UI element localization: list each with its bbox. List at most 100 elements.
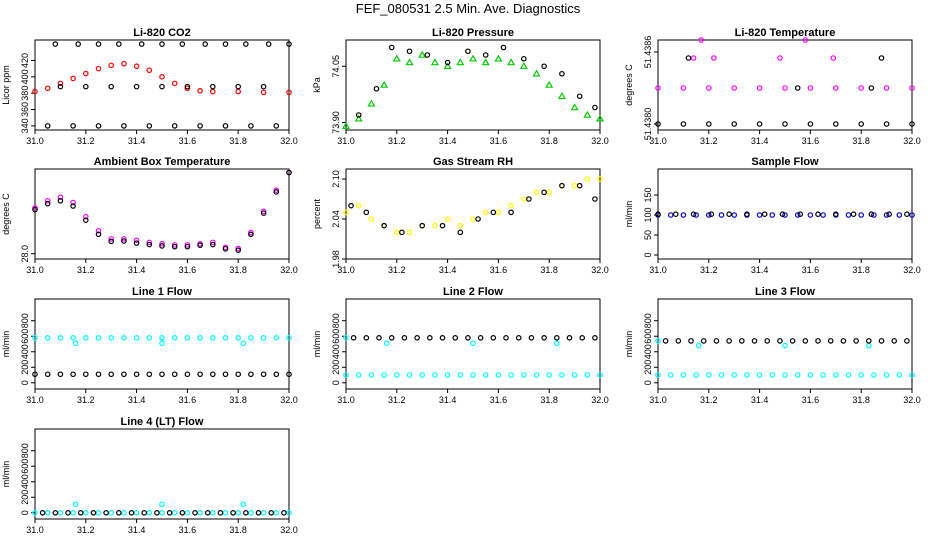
data-point	[265, 41, 272, 47]
data-point	[184, 334, 191, 341]
data-point	[260, 89, 267, 96]
data-point	[597, 372, 603, 378]
data-point	[286, 89, 292, 96]
data-point	[57, 509, 64, 516]
y-tick-label: 200	[20, 490, 30, 505]
y-tick-label: 0	[20, 380, 30, 385]
data-point	[179, 509, 186, 516]
data-point	[494, 54, 503, 62]
data-point	[235, 83, 242, 90]
data-point	[184, 83, 191, 90]
data-point	[341, 122, 351, 130]
data-point	[782, 342, 788, 349]
y-axis-label: Licor ppm	[1, 65, 11, 105]
data-point	[202, 41, 208, 47]
data-point	[583, 110, 592, 118]
data-point	[380, 80, 389, 88]
x-tick-label: 31.4	[128, 265, 146, 275]
data-point	[171, 123, 178, 129]
x-tick-label: 31.6	[490, 265, 508, 275]
data-point	[248, 371, 254, 378]
data-point	[883, 212, 890, 218]
data-point	[853, 338, 859, 344]
data-point	[896, 372, 903, 378]
data-point	[465, 334, 471, 341]
data-point	[769, 372, 776, 378]
x-tick-label: 32.0	[903, 265, 921, 275]
y-tick-label: 28.0	[20, 245, 30, 263]
data-series	[39, 509, 287, 516]
x-tick-label: 31.6	[179, 525, 197, 535]
y-tick-label: 51.4380	[643, 108, 653, 141]
data-point	[159, 340, 165, 347]
data-point	[204, 509, 211, 516]
data-point	[121, 509, 127, 516]
x-tick-label: 31.6	[179, 395, 197, 405]
chart-title: Gas Stream RH	[433, 156, 513, 168]
x-tick-label: 31.8	[852, 395, 870, 405]
data-point	[197, 242, 203, 249]
data-point	[731, 85, 738, 91]
data-point	[559, 372, 565, 378]
x-tick-label: 31.2	[700, 265, 718, 275]
x-tick-label: 31.2	[388, 265, 406, 275]
data-point	[159, 334, 165, 341]
data-point	[108, 371, 115, 378]
x-tick-label: 31.0	[649, 265, 667, 275]
data-point	[75, 41, 81, 47]
plot-frame	[34, 39, 290, 131]
data-series	[341, 50, 605, 130]
y-tick-label: 200	[331, 360, 341, 375]
chart-panel: Line 2 Flow ml/min 31.0 31.2 31.4 31.6 31.8 32.…	[312, 286, 609, 405]
chart-panel: Line 1 Flow ml/min 31.0 31.2 31.4 31.6 31.8 32.…	[1, 286, 298, 405]
x-tick-label: 31.4	[751, 136, 769, 146]
data-point	[432, 372, 438, 378]
data-point	[217, 509, 224, 516]
data-point	[57, 371, 64, 378]
data-point	[406, 229, 413, 236]
data-point	[845, 372, 852, 378]
data-point	[655, 338, 661, 344]
data-point	[179, 41, 186, 47]
data-point	[354, 114, 363, 122]
data-point	[184, 243, 191, 250]
data-point	[430, 58, 439, 66]
data-point	[807, 85, 814, 91]
data-point	[731, 121, 738, 127]
data-point	[815, 211, 821, 218]
data-point	[405, 58, 414, 66]
data-point	[133, 509, 140, 516]
x-tick-label: 31.0	[649, 136, 667, 146]
chart-panel: Sample Flow ml/min 31.0 31.2 31.4 31.6 31.8 32.…	[624, 156, 921, 275]
data-point	[159, 74, 165, 80]
data-point	[468, 54, 478, 62]
x-tick-label: 31.6	[802, 395, 820, 405]
x-tick-label: 31.0	[26, 525, 44, 535]
data-point	[95, 123, 102, 129]
data-point	[388, 334, 395, 341]
data-series	[662, 338, 910, 344]
y-tick-label: 360	[20, 102, 30, 117]
data-point	[909, 212, 915, 218]
data-point	[159, 371, 165, 378]
data-point	[248, 509, 254, 516]
x-tick-label: 32.0	[903, 136, 921, 146]
data-point	[832, 372, 839, 378]
data-point	[57, 83, 64, 90]
x-tick-label: 31.2	[388, 395, 406, 405]
y-tick-label: 200	[20, 360, 30, 375]
y-tick-label: 0	[643, 252, 653, 257]
x-tick-label: 31.0	[649, 395, 667, 405]
data-point	[554, 340, 560, 347]
data-point	[526, 196, 532, 202]
data-point	[807, 372, 814, 378]
y-tick-label: 2.10	[331, 170, 341, 188]
data-series	[32, 169, 292, 252]
chart-panel: Line 4 (LT) Flow ml/min 31.0 31.2 31.4 31.6 31…	[1, 416, 298, 535]
data-point	[184, 509, 191, 516]
data-point	[695, 342, 702, 349]
data-series	[32, 169, 292, 253]
data-point	[782, 85, 788, 91]
data-point	[171, 509, 178, 516]
data-series	[655, 211, 910, 218]
